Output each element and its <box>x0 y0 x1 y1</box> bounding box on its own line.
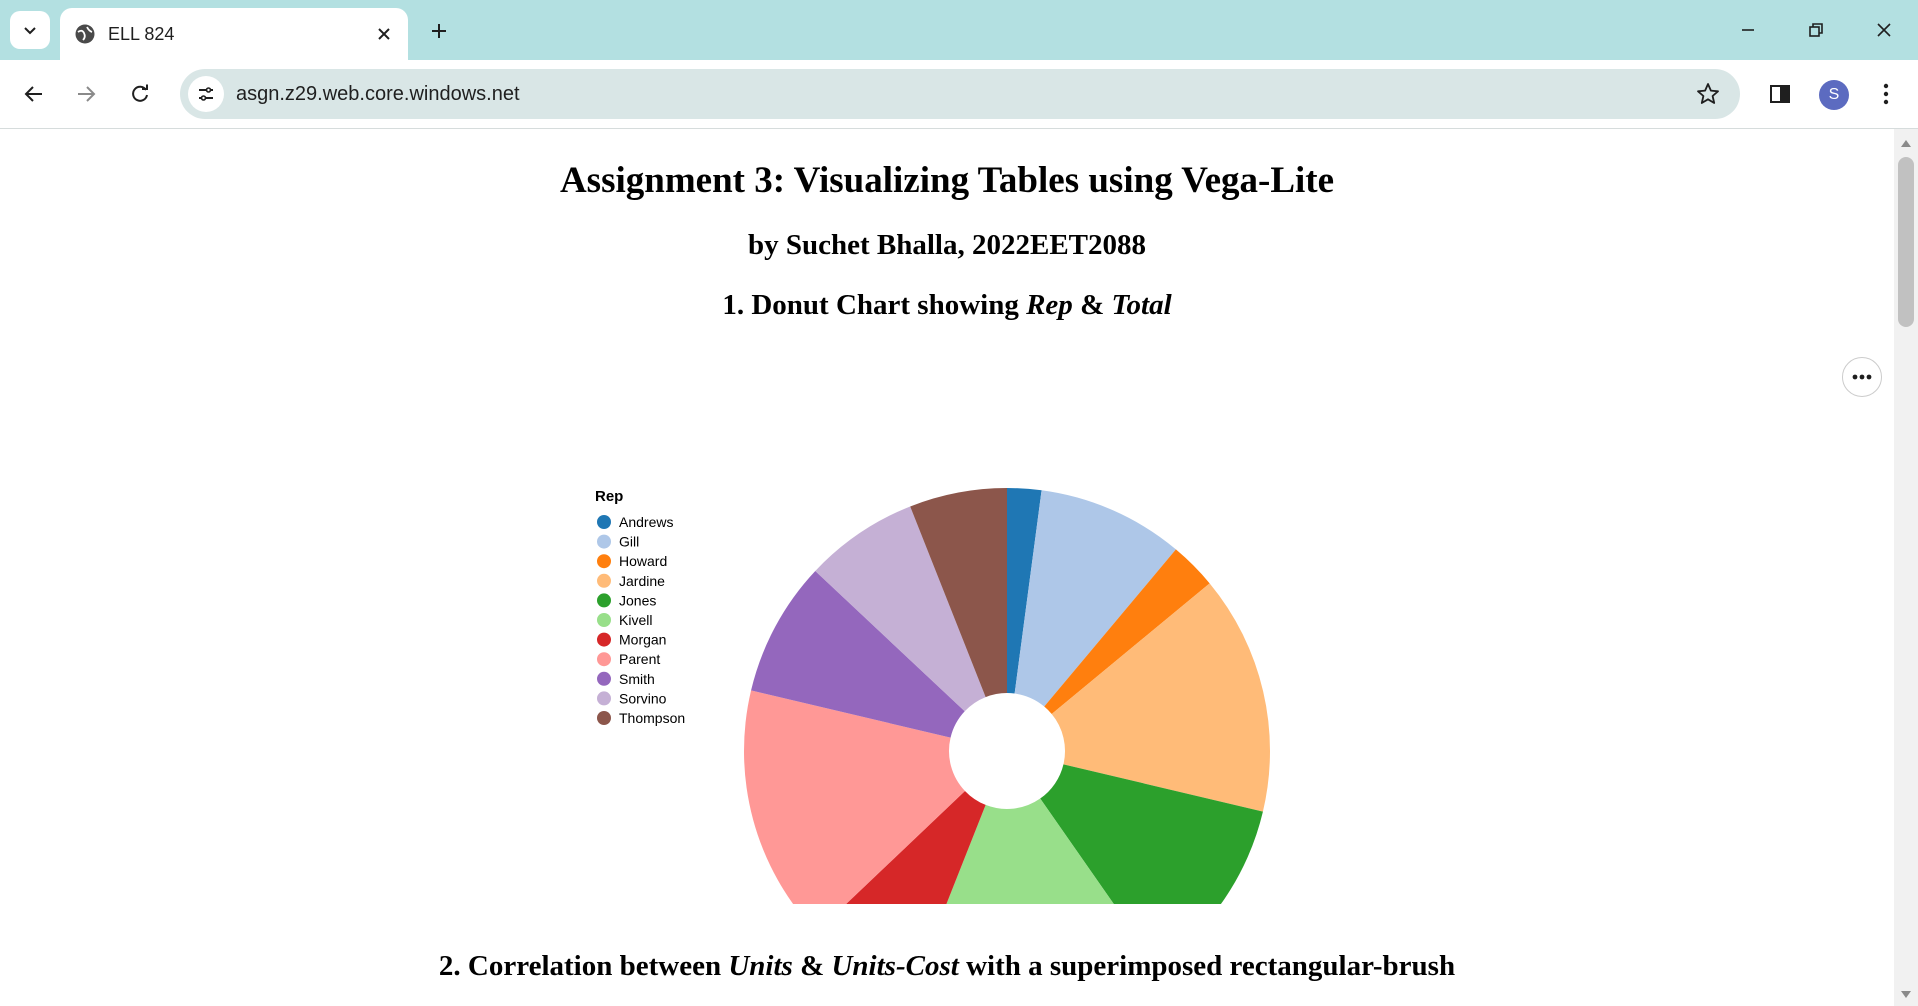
section-2-heading: 2. Correlation between Units & Units-Cos… <box>0 950 1894 983</box>
legend-label-kivell: Kivell <box>619 612 652 628</box>
legend-label-morgan: Morgan <box>619 632 666 648</box>
section-1-field-rep: Rep <box>1026 289 1073 321</box>
new-tab-button[interactable] <box>422 14 456 48</box>
arrow-left-icon <box>24 86 42 102</box>
donut-slice-parent[interactable] <box>744 690 965 904</box>
legend-label-gill: Gill <box>619 534 639 550</box>
vertical-scrollbar[interactable] <box>1894 129 1918 1006</box>
section-1-field-total: Total <box>1111 289 1172 321</box>
legend-label-thompson: Thompson <box>619 710 685 726</box>
reload-button[interactable] <box>120 74 160 114</box>
minimize-button[interactable] <box>1728 12 1768 48</box>
section-2-field-units: Units <box>728 950 793 982</box>
legend-label-parent: Parent <box>619 651 660 667</box>
back-button[interactable] <box>14 74 54 114</box>
donut-slice-howard[interactable] <box>1044 549 1210 715</box>
legend-swatch-morgan <box>597 632 611 647</box>
section-1-heading: 1. Donut Chart showing Rep & Total <box>0 289 1894 322</box>
browser-tab[interactable]: ELL 824 <box>60 8 408 60</box>
plus-icon <box>432 24 446 38</box>
close-tab-icon[interactable] <box>370 20 398 48</box>
kebab-menu-icon <box>1883 83 1889 105</box>
legend-swatch-sorvino <box>597 691 611 706</box>
legend-label-smith: Smith <box>619 671 655 687</box>
chart-legend: Rep Andrews Gill Howard Jardine Jones Kivell M… <box>595 488 685 726</box>
bookmark-star-icon[interactable] <box>1694 80 1722 108</box>
donut-slice-thompson[interactable] <box>910 488 1007 698</box>
tab-title: ELL 824 <box>108 23 175 44</box>
legend-swatch-thompson <box>597 711 611 725</box>
donut-slice-jones[interactable] <box>1040 764 1263 904</box>
address-bar[interactable]: asgn.z29.web.core.windows.net <box>180 69 1740 119</box>
close-window-button[interactable] <box>1864 12 1904 48</box>
donut-slice-kivell[interactable] <box>910 798 1157 904</box>
legend-swatch-jones <box>597 593 611 608</box>
browser-toolbar: asgn.z29.web.core.windows.net <box>0 60 1918 129</box>
legend-swatch-smith <box>597 671 611 686</box>
section-2-field-units-cost: Units-Cost <box>831 950 959 982</box>
legend-label-sorvino: Sorvino <box>619 690 667 706</box>
page-viewport: Assignment 3: Visualizing Tables using V… <box>0 129 1894 1006</box>
donut-slice-smith[interactable] <box>751 570 965 738</box>
legend-swatch-howard <box>597 554 611 569</box>
globe-icon <box>74 23 96 45</box>
section-2-prefix: 2. Correlation between <box>438 950 729 982</box>
donut-slice-morgan[interactable] <box>816 790 986 904</box>
reload-icon <box>132 84 148 102</box>
legend-label-jardine: Jardine <box>619 573 665 589</box>
forward-button[interactable] <box>66 74 106 114</box>
tab-strip: ELL 824 <box>0 0 1918 60</box>
site-info-icon[interactable] <box>188 76 224 112</box>
legend-swatch-gill <box>597 534 611 549</box>
page-title: Assignment 3: Visualizing Tables using V… <box>559 160 1335 201</box>
donut-slices <box>744 488 1270 904</box>
legend-label-howard: Howard <box>619 553 667 569</box>
legend-label-andrews: Andrews <box>619 514 673 530</box>
tab-search-button[interactable] <box>10 11 50 49</box>
section-2-suffix: with a superimposed rectangular-brush <box>958 950 1456 982</box>
section-1-amp: & <box>1072 289 1112 321</box>
scrollbar-thumb[interactable] <box>1898 157 1914 327</box>
scroll-down-arrow-icon[interactable] <box>1900 989 1912 1001</box>
profile-avatar[interactable]: S <box>1819 80 1849 110</box>
chevron-down-icon <box>24 27 36 35</box>
legend-swatch-andrews <box>597 515 611 529</box>
legend-label-jones: Jones <box>619 592 656 608</box>
minimize-icon <box>1742 29 1754 31</box>
donut-slice-sorvino[interactable] <box>815 506 986 712</box>
restore-icon <box>1809 23 1823 37</box>
legend-swatch-kivell <box>597 613 611 627</box>
arrow-right-icon <box>78 86 96 102</box>
scroll-up-arrow-icon[interactable] <box>1900 137 1912 149</box>
browser-menu-button[interactable] <box>1866 74 1906 114</box>
page-byline: by Suchet Bhalla, 2022EET2088 <box>747 229 1147 261</box>
section-1-prefix: 1. Donut Chart showing <box>722 289 1027 321</box>
donut-slice-gill[interactable] <box>1014 490 1176 707</box>
url-text[interactable]: asgn.z29.web.core.windows.net <box>236 82 520 105</box>
side-panel-button[interactable] <box>1760 74 1800 114</box>
donut-slice-jardine[interactable] <box>1051 583 1270 812</box>
restore-button[interactable] <box>1796 12 1836 48</box>
section-2-amp: & <box>792 950 832 982</box>
legend-swatch-parent <box>597 652 611 667</box>
legend-swatch-jardine <box>597 573 611 588</box>
legend-title: Rep <box>595 488 623 505</box>
more-horizontal-icon <box>1852 374 1872 380</box>
side-panel-icon <box>1770 85 1790 103</box>
vega-actions-button[interactable] <box>1842 357 1882 397</box>
donut-slice-andrews[interactable] <box>1007 488 1042 694</box>
close-icon <box>1877 23 1891 37</box>
donut-chart: Rep Andrews Gill Howard Jardine Jones Kivell M… <box>595 488 1270 904</box>
